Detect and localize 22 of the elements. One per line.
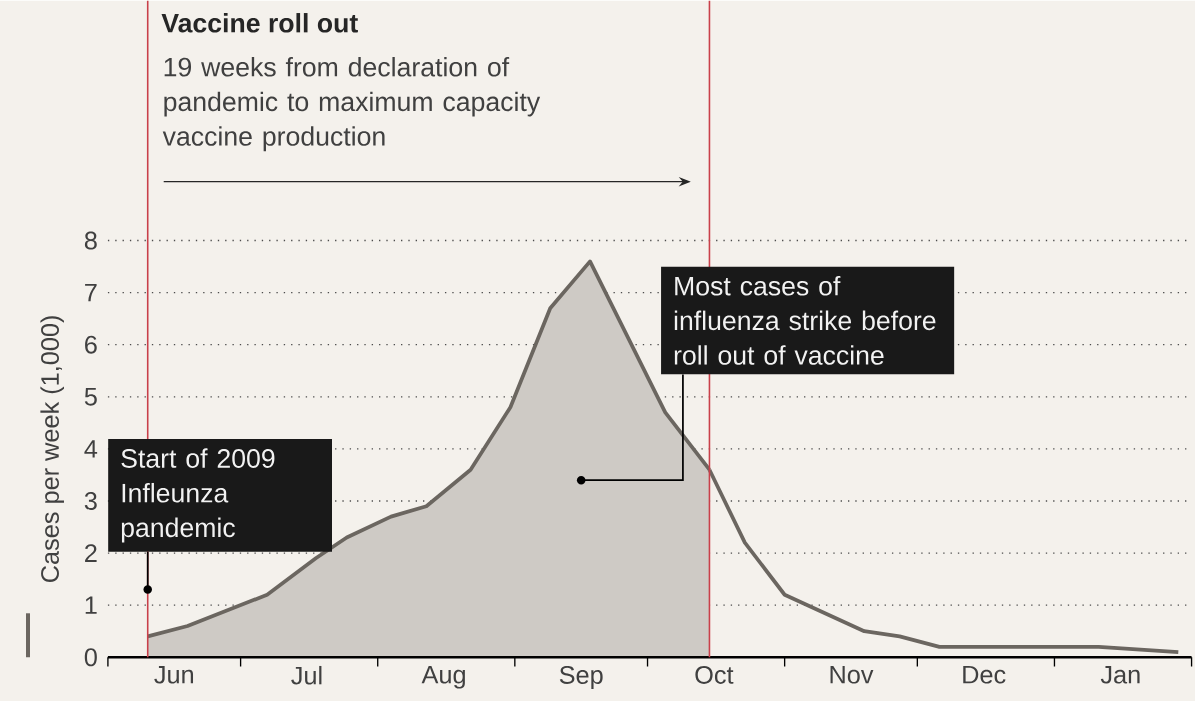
chart-subtitle: 19 weeks from declaration of pandemic to maximum capacity vaccine production — [162, 56, 541, 152]
annotation: Most cases of influenza strike before roll out of vaccine — [674, 275, 936, 365]
x-tick-label: Jan — [1100, 665, 1140, 684]
y-tick-label: 7 — [85, 283, 97, 302]
y-tick-label: 8 — [84, 231, 97, 250]
x-tick-label: Jun — [154, 665, 194, 684]
y-tick-label: 6 — [85, 335, 97, 354]
annotation: Start of 2009 Infleunza pandemic — [121, 448, 275, 543]
y-tick-label: 3 — [84, 491, 97, 510]
x-tick-label: Oct — [695, 665, 734, 684]
x-tick-label: Sep — [559, 665, 603, 689]
y-tick-label: 4 — [84, 440, 98, 458]
y-tick-label: 5 — [84, 387, 97, 406]
chart-title: Vaccine roll out — [161, 12, 358, 33]
x-tick-label: Dec — [963, 665, 1006, 684]
y-tick-label: 0 — [84, 648, 97, 667]
x-tick-label: Jul — [291, 665, 322, 685]
y-tick-label: 2 — [85, 544, 97, 562]
x-tick-label: Aug — [421, 665, 465, 689]
x-tick-label: Nov — [830, 665, 874, 684]
y-axis-title: Cases per week (1,000) — [40, 316, 64, 582]
y-tick-label: 1 — [85, 596, 97, 614]
